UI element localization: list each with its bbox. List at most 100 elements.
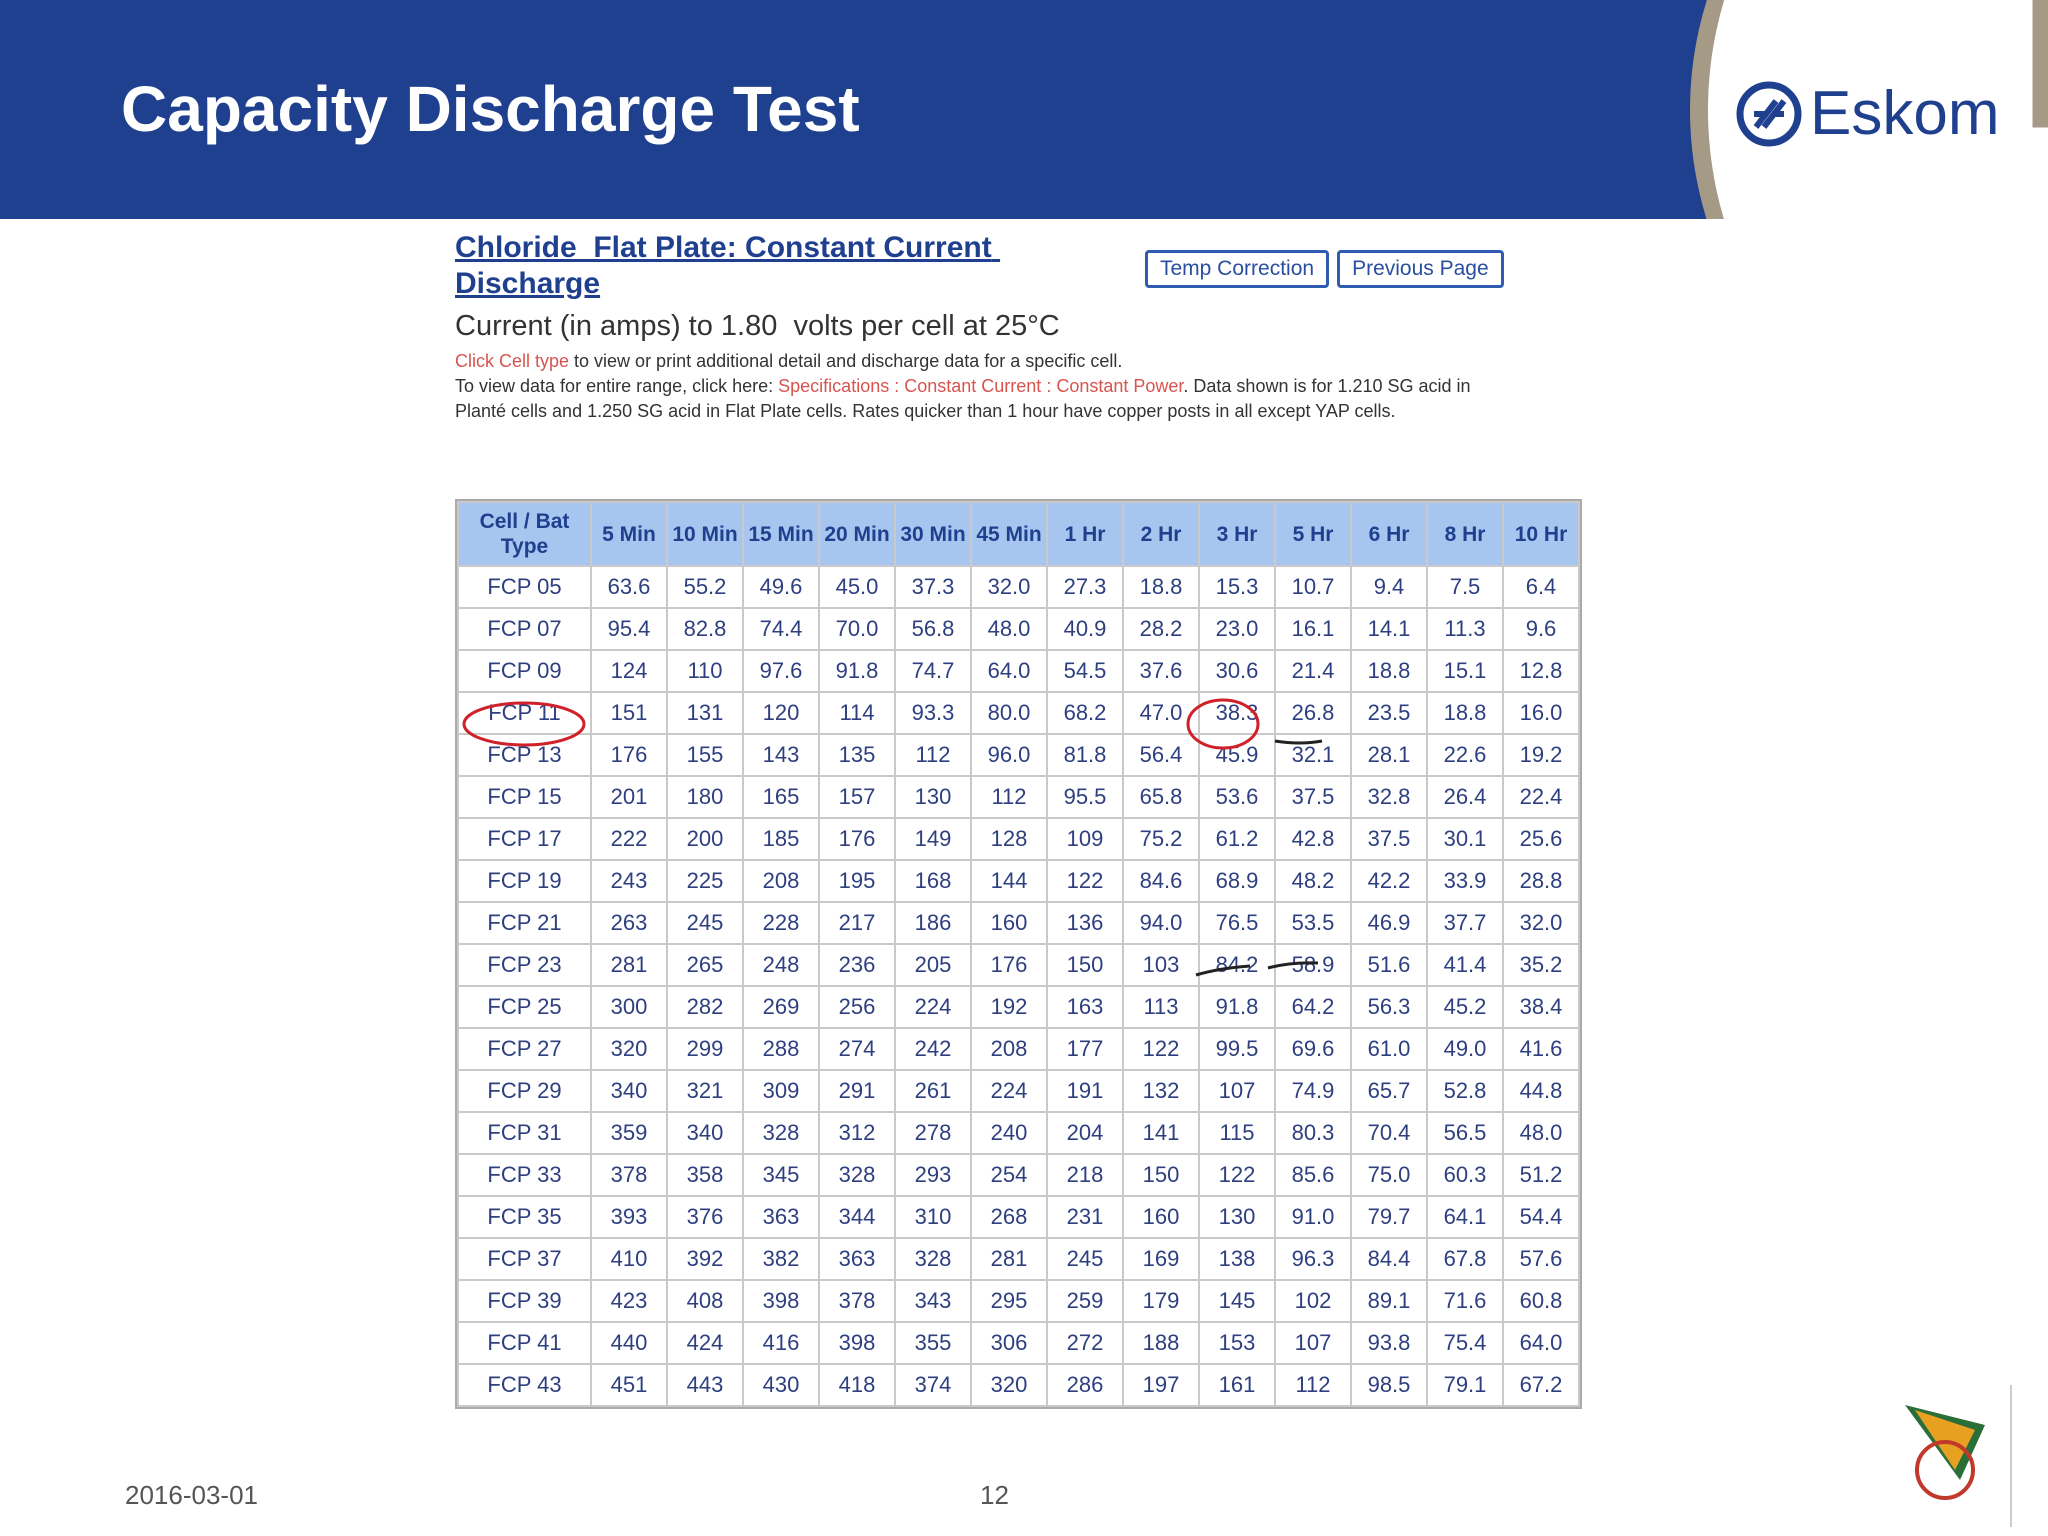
table-cell: 243 — [592, 861, 666, 901]
table-cell: 37.7 — [1428, 903, 1502, 943]
cell-type[interactable]: FCP 15 — [459, 777, 590, 817]
table-cell: 103 — [1124, 945, 1198, 985]
table-cell: 358 — [668, 1155, 742, 1195]
table-cell: 12.8 — [1504, 651, 1578, 691]
table-cell: 96.3 — [1276, 1239, 1350, 1279]
table-cell: 299 — [668, 1029, 742, 1069]
table-cell: 47.0 — [1124, 693, 1198, 733]
cell-type[interactable]: FCP 11 — [459, 693, 590, 733]
table-cell: 440 — [592, 1323, 666, 1363]
table-cell: 122 — [1124, 1029, 1198, 1069]
table-cell: 236 — [820, 945, 894, 985]
table-cell: 68.9 — [1200, 861, 1274, 901]
table-cell: 410 — [592, 1239, 666, 1279]
table-cell: 22.4 — [1504, 777, 1578, 817]
table-row: FCP 15 201 180 165 157 130 112 95.5 65.8 53.6 37.5… — [459, 777, 1578, 817]
cell-type[interactable]: FCP 29 — [459, 1071, 590, 1111]
table-cell: 67.8 — [1428, 1239, 1502, 1279]
cell-type[interactable]: FCP 07 — [459, 609, 590, 649]
table-cell: 261 — [896, 1071, 970, 1111]
note-link[interactable]: Constant Power — [1056, 376, 1184, 396]
table-cell: 54.5 — [1048, 651, 1122, 691]
table-cell: 176 — [820, 819, 894, 859]
table-cell: 30.1 — [1428, 819, 1502, 859]
table-cell: 28.1 — [1352, 735, 1426, 775]
table-cell: 81.8 — [1048, 735, 1122, 775]
table-cell: 15.1 — [1428, 651, 1502, 691]
cell-type[interactable]: FCP 23 — [459, 945, 590, 985]
table-cell: 54.4 — [1504, 1197, 1578, 1237]
table-cell: 240 — [972, 1113, 1046, 1153]
table-cell: 201 — [592, 777, 666, 817]
table-cell: 160 — [1124, 1197, 1198, 1237]
table-cell: 23.5 — [1352, 693, 1426, 733]
table-cell: 18.8 — [1124, 567, 1198, 607]
table-cell: 160 — [972, 903, 1046, 943]
table-cell: 56.3 — [1352, 987, 1426, 1027]
table-cell: 231 — [1048, 1197, 1122, 1237]
divider — [2010, 1385, 2012, 1527]
table-cell: 32.0 — [972, 567, 1046, 607]
cell-type[interactable]: FCP 35 — [459, 1197, 590, 1237]
cell-type[interactable]: FCP 09 — [459, 651, 590, 691]
table-cell: 41.6 — [1504, 1029, 1578, 1069]
note-line: To view data for entire range, click her… — [455, 374, 1505, 424]
cell-type[interactable]: FCP 33 — [459, 1155, 590, 1195]
note-link[interactable]: Constant Current — [904, 376, 1042, 396]
table-cell: 18.8 — [1428, 693, 1502, 733]
table-cell: 286 — [1048, 1365, 1122, 1405]
note-link[interactable]: Click Cell type — [455, 351, 570, 371]
table-cell: 141 — [1124, 1113, 1198, 1153]
column-header: 10 Hr — [1504, 503, 1578, 565]
cell-type[interactable]: FCP 21 — [459, 903, 590, 943]
button[interactable]: Previous Page — [1337, 250, 1504, 288]
table-row: FCP 17 222 200 185 176 149 128 109 75.2 61.2 42.8 3… — [459, 819, 1578, 859]
cell-type[interactable]: FCP 17 — [459, 819, 590, 859]
table-cell: 114 — [820, 693, 894, 733]
table-cell: 65.8 — [1124, 777, 1198, 817]
table-cell: 343 — [896, 1281, 970, 1321]
table-cell: 398 — [820, 1323, 894, 1363]
table-cell: 91.8 — [1200, 987, 1274, 1027]
table-cell: 79.7 — [1352, 1197, 1426, 1237]
table-cell: 37.5 — [1352, 819, 1426, 859]
column-header: 45 Min — [972, 503, 1046, 565]
cell-type[interactable]: FCP 37 — [459, 1239, 590, 1279]
cell-type[interactable]: FCP 27 — [459, 1029, 590, 1069]
column-header: 5 Hr — [1276, 503, 1350, 565]
table-cell: 282 — [668, 987, 742, 1027]
table-cell: 21.4 — [1276, 651, 1350, 691]
cell-type[interactable]: FCP 43 — [459, 1365, 590, 1405]
table-row: FCP 31 359 340 328 312 278 240 204 141 115 80.3 70.… — [459, 1113, 1578, 1153]
table-row: FCP 09 124 110 97.6 91.8 74.7 64.0 54.5 37.6 30.6… — [459, 651, 1578, 691]
cell-type[interactable]: FCP 19 — [459, 861, 590, 901]
note-link[interactable]: : — [889, 376, 905, 396]
table-cell: 378 — [820, 1281, 894, 1321]
table-cell: 263 — [592, 903, 666, 943]
table-cell: 398 — [744, 1281, 818, 1321]
cell-type[interactable]: FCP 41 — [459, 1323, 590, 1363]
cell-type[interactable]: FCP 13 — [459, 735, 590, 775]
table-cell: 91.0 — [1276, 1197, 1350, 1237]
note-link[interactable]: Specifications — [778, 376, 890, 396]
table-cell: 74.4 — [744, 609, 818, 649]
table-cell: 120 — [744, 693, 818, 733]
table-cell: 320 — [592, 1029, 666, 1069]
note-link[interactable]: : — [1041, 376, 1057, 396]
cell-type[interactable]: FCP 39 — [459, 1281, 590, 1321]
table-cell: 225 — [668, 861, 742, 901]
cell-type[interactable]: FCP 31 — [459, 1113, 590, 1153]
table-row: FCP 13 176 155 143 135 112 96.0 81.8 56.4 45.9 32.… — [459, 735, 1578, 775]
table-cell: 52.8 — [1428, 1071, 1502, 1111]
table-cell: 149 — [896, 819, 970, 859]
cell-type[interactable]: FCP 05 — [459, 567, 590, 607]
cell-type[interactable]: FCP 25 — [459, 987, 590, 1027]
button[interactable]: Temp Correction — [1145, 250, 1330, 288]
table-cell: 151 — [592, 693, 666, 733]
table-cell: 259 — [1048, 1281, 1122, 1321]
table-cell: 165 — [744, 777, 818, 817]
table-cell: 33.9 — [1428, 861, 1502, 901]
table-cell: 95.5 — [1048, 777, 1122, 817]
table-cell: 195 — [820, 861, 894, 901]
note-text: . Data shown is for 1.210 SG acid in Pla… — [455, 376, 1471, 421]
